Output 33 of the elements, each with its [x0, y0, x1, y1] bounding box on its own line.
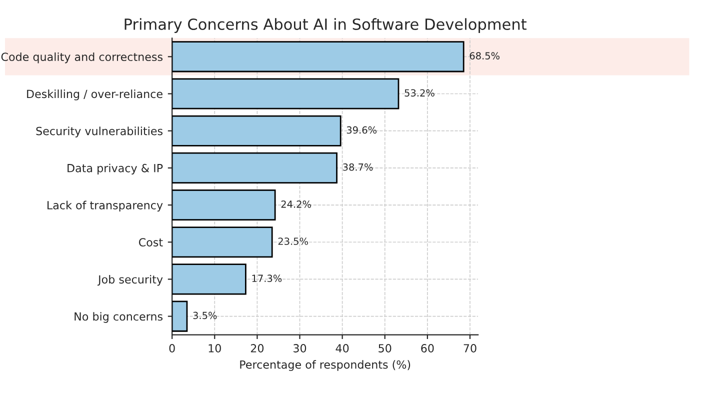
bar: [172, 115, 342, 146]
y-tick-label: Data privacy & IP: [68, 164, 163, 174]
data-label: 23.5%: [278, 238, 308, 245]
x-tick-label: 70: [464, 344, 476, 352]
y-tick-label: No big concerns: [74, 312, 163, 323]
x-tick-label: 20: [250, 344, 264, 352]
y-tick-label: Cost: [138, 238, 163, 246]
data-label: 24.2%: [281, 200, 311, 208]
data-label: 39.6%: [346, 126, 377, 134]
data-label: 17.3%: [252, 274, 282, 282]
bar: [172, 189, 276, 221]
x-tick-label: 60: [421, 344, 434, 352]
data-label: 68.5%: [470, 52, 500, 60]
bar: [172, 300, 188, 332]
x-tick-label: 40: [336, 344, 349, 352]
y-tick-label: Security vulnerabilities: [36, 126, 163, 138]
x-tick-label: 10: [208, 344, 221, 352]
bar: [172, 78, 400, 110]
chart-title: Primary Concerns About AI in Software Development: [124, 18, 526, 33]
data-label: 53.2%: [404, 89, 434, 97]
x-tick-label: 0: [169, 344, 175, 352]
x-axis-title: Percentage of respondents (%): [240, 360, 410, 371]
y-tick-label: Lack of transparency: [48, 200, 163, 212]
data-label: 38.7%: [343, 163, 373, 171]
y-tick-label: Code quality and correctness: [1, 52, 163, 64]
bar: [172, 264, 246, 295]
x-tick-label: 30: [294, 344, 306, 352]
y-tick-label: Job security: [97, 274, 163, 286]
x-tick-label: 50: [378, 344, 392, 352]
y-tick-label: Deskilling / over-reliance: [27, 90, 162, 100]
data-label: 3.5%: [193, 312, 217, 320]
bar: [172, 152, 338, 184]
bar: [172, 226, 273, 258]
